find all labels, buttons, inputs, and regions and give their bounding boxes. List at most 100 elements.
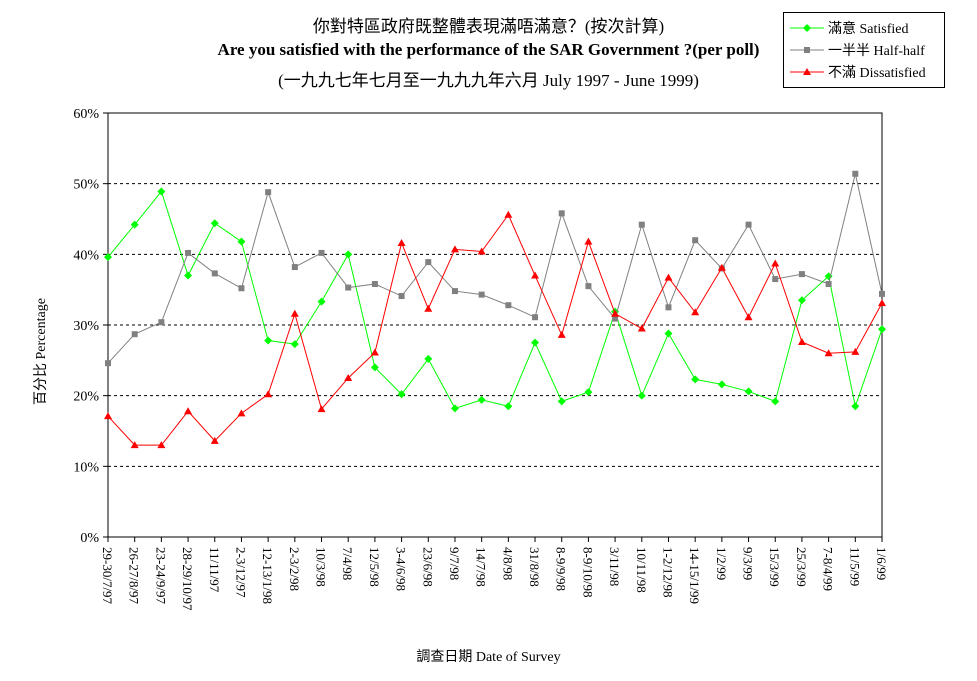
x-tick-label: 11/11/97 — [207, 547, 222, 593]
y-tick-label: 0% — [80, 531, 99, 546]
x-tick-label: 8-9/9/98 — [554, 547, 569, 591]
data-point-half — [665, 304, 672, 311]
data-point-half — [612, 315, 619, 322]
x-tick-label: 7-8/4/99 — [821, 547, 836, 591]
x-tick-label: 14-15/1/99 — [687, 547, 702, 604]
x-tick-label: 12/5/98 — [367, 547, 382, 587]
x-tick-label: 1-2/12/98 — [660, 547, 675, 598]
data-point-dissatisfied — [344, 374, 353, 381]
x-tick-label: 23-24/9/97 — [153, 547, 168, 605]
x-tick-label: 3/11/98 — [607, 547, 622, 586]
x-tick-label: 26-27/8/97 — [127, 547, 142, 605]
data-point-dissatisfied — [424, 304, 433, 312]
data-point-half — [745, 221, 752, 228]
data-point-half — [772, 276, 779, 283]
data-point-satisfied — [797, 296, 806, 305]
data-point-satisfied — [531, 338, 540, 347]
y-tick-label: 60% — [73, 107, 99, 122]
x-tick-label: 7/4/98 — [340, 547, 355, 580]
data-point-dissatisfied — [477, 247, 486, 255]
series-line-dissatisfied — [107, 213, 883, 446]
data-point-satisfied — [397, 390, 406, 399]
y-axis-label: 百分比 Percentage — [34, 298, 49, 405]
data-point-satisfied — [691, 375, 700, 384]
data-point-half — [291, 264, 298, 271]
data-point-satisfied — [477, 395, 486, 404]
data-point-satisfied — [851, 402, 860, 411]
data-point-dissatisfied — [691, 308, 700, 316]
legend-item-satisfied: 滿意 Satisfied — [784, 17, 944, 39]
x-tick-label: 2-3/2/98 — [287, 547, 302, 591]
data-point-dissatisfied — [104, 412, 112, 420]
legend-label-half: 一半半 Half-half — [828, 44, 925, 59]
data-point-half — [558, 210, 565, 217]
data-point-satisfied — [557, 397, 566, 406]
data-point-half — [638, 221, 645, 228]
legend-label-satisfied: 滿意 Satisfied — [828, 22, 909, 37]
data-point-half — [105, 360, 111, 367]
data-point-half — [158, 319, 165, 326]
x-tick-label: 10/3/98 — [314, 547, 329, 587]
data-point-dissatisfied — [664, 273, 673, 281]
chart-legend: 滿意 Satisfied 一半半 Half-half 不滿 Dissatisfi… — [783, 12, 945, 88]
data-point-half — [131, 331, 138, 338]
data-point-half — [585, 283, 592, 290]
legend-item-half: 一半半 Half-half — [784, 39, 944, 61]
data-point-half — [879, 290, 885, 297]
data-point-dissatisfied — [531, 271, 540, 279]
data-point-dissatisfied — [370, 348, 379, 356]
data-point-satisfied — [104, 253, 112, 262]
data-point-half — [692, 237, 699, 244]
data-point-satisfied — [878, 325, 886, 334]
data-point-satisfied — [424, 354, 433, 363]
data-point-half — [852, 170, 859, 177]
data-point-half — [371, 281, 378, 288]
data-point-half — [451, 288, 458, 295]
data-point-satisfied — [717, 380, 726, 389]
data-point-dissatisfied — [157, 441, 166, 449]
x-tick-label: 9/7/98 — [447, 547, 462, 580]
data-point-dissatisfied — [717, 263, 726, 271]
x-tick-label: 25/3/99 — [794, 547, 809, 587]
series-dissatisfied — [104, 210, 886, 449]
data-point-dissatisfied — [317, 405, 326, 413]
data-point-dissatisfied — [611, 309, 620, 317]
data-point-satisfied — [237, 237, 246, 246]
data-point-half — [238, 285, 245, 292]
x-tick-label: 14/7/98 — [474, 547, 489, 587]
series-half — [105, 170, 885, 367]
data-point-satisfied — [584, 388, 593, 397]
data-point-half — [425, 259, 432, 266]
data-point-half — [265, 189, 272, 196]
y-tick-label: 30% — [73, 319, 99, 334]
data-point-dissatisfied — [851, 347, 860, 355]
half-half-line-icon — [790, 47, 824, 53]
x-tick-label: 1/6/99 — [874, 547, 889, 580]
data-point-satisfied — [130, 220, 139, 229]
legend-label-dissatisfied: 不滿 Dissatisfied — [828, 66, 926, 81]
data-point-dissatisfied — [824, 349, 833, 357]
data-point-dissatisfied — [637, 324, 646, 332]
data-point-satisfied — [771, 397, 780, 406]
x-tick-label: 10/11/98 — [634, 547, 649, 593]
data-point-satisfied — [264, 336, 273, 345]
chart-subtitle-period: (一九九七年七月至一九九九年六月 July 1997 - June 1999) — [278, 71, 699, 90]
dissatisfied-line-icon — [790, 68, 824, 75]
x-tick-label: 11/5/99 — [847, 547, 862, 586]
data-point-half — [798, 271, 805, 278]
data-point-satisfied — [184, 271, 193, 280]
x-tick-label: 23/6/98 — [420, 547, 435, 587]
x-tick-label: 3-4/6/98 — [394, 547, 409, 591]
data-point-dissatisfied — [210, 436, 219, 444]
x-tick-label: 15/3/99 — [767, 547, 782, 587]
data-point-dissatisfied — [878, 299, 886, 307]
series-line-satisfied — [107, 190, 883, 409]
data-point-half — [211, 270, 218, 277]
x-tick-label: 4/8/98 — [500, 547, 515, 580]
data-point-dissatisfied — [797, 337, 806, 345]
data-point-dissatisfied — [744, 313, 753, 321]
data-point-dissatisfied — [557, 330, 566, 338]
x-tick-label: 28-29/10/97 — [180, 547, 195, 611]
legend-item-dissatisfied: 不滿 Dissatisfied — [784, 61, 944, 83]
data-point-dissatisfied — [290, 309, 299, 317]
